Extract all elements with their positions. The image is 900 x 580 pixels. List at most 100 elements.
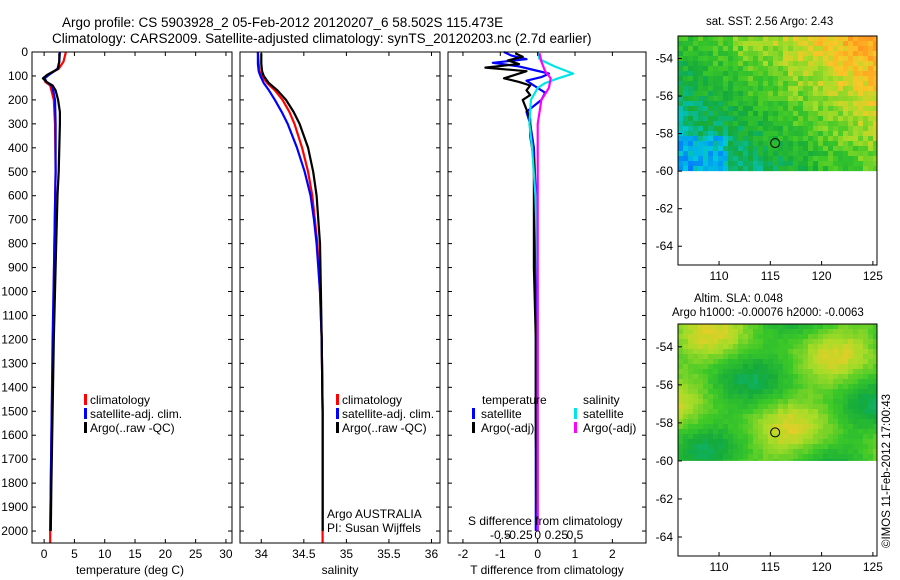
heatmap-cell <box>838 106 843 111</box>
heatmap-cell <box>753 419 758 424</box>
heatmap-cell <box>843 46 848 51</box>
heatmap-cell <box>703 439 708 444</box>
heatmap-cell <box>718 76 723 81</box>
y-tick-label: 100 <box>8 69 28 83</box>
heatmap-cell <box>703 364 708 369</box>
heatmap-cell <box>783 384 788 389</box>
heatmap-cell <box>773 36 778 41</box>
heatmap-cell <box>873 449 877 454</box>
heatmap-cell <box>718 364 723 369</box>
heatmap-cell <box>738 126 743 131</box>
heatmap-cell <box>738 161 743 166</box>
heatmap-cell <box>808 51 813 56</box>
heatmap-cell <box>708 329 713 334</box>
heatmap-cell <box>713 444 718 449</box>
heatmap-cell <box>868 71 873 76</box>
heatmap-cell <box>723 379 728 384</box>
heatmap-cell <box>868 409 873 414</box>
heatmap-cell <box>738 354 743 359</box>
heatmap-cell <box>813 414 818 419</box>
temperature-legend: climatology satellite-adj. clim. Argo(..… <box>84 393 182 435</box>
heatmap-cell <box>688 394 693 399</box>
heatmap-cell <box>818 399 823 404</box>
heatmap-cell <box>808 91 813 96</box>
heatmap-cell <box>783 91 788 96</box>
heatmap-cell <box>868 161 873 166</box>
y-tick-label: 2000 <box>1 524 28 538</box>
heatmap-cell <box>788 101 793 106</box>
heatmap-cell <box>848 329 853 334</box>
heatmap-cell <box>858 46 863 51</box>
heatmap-cell <box>853 419 858 424</box>
heatmap-cell <box>693 429 698 434</box>
heatmap-cell <box>713 384 718 389</box>
heatmap-cell <box>788 344 793 349</box>
heatmap-cell <box>863 339 868 344</box>
heatmap-cell <box>848 61 853 66</box>
heatmap-cell <box>718 419 723 424</box>
heatmap-cell <box>693 459 698 461</box>
heatmap-cell <box>708 334 713 339</box>
heatmap-cell <box>843 36 848 41</box>
heatmap-cell <box>738 419 743 424</box>
heatmap-cell <box>763 434 768 439</box>
heatmap-cell <box>813 449 818 454</box>
heatmap-cell <box>703 76 708 81</box>
heatmap-cell <box>683 106 688 111</box>
heatmap-cell <box>713 111 718 116</box>
heatmap-cell <box>698 86 703 91</box>
heatmap-cell <box>788 51 793 56</box>
heatmap-cell <box>793 399 798 404</box>
heatmap-cell <box>783 46 788 51</box>
heatmap-cell <box>853 126 858 131</box>
heatmap-cell <box>738 91 743 96</box>
heatmap-cell <box>823 111 828 116</box>
legend-title-temperature: temperature <box>482 393 547 407</box>
heatmap-cell <box>758 86 763 91</box>
heatmap-cell <box>698 96 703 101</box>
heatmap-cell <box>823 81 828 86</box>
heatmap-cell <box>788 354 793 359</box>
heatmap-cell <box>728 36 733 41</box>
heatmap-cell <box>733 116 738 121</box>
heatmap-cell <box>858 106 863 111</box>
heatmap-cell <box>843 339 848 344</box>
heatmap-cell <box>828 141 833 146</box>
heatmap-cell <box>873 106 877 111</box>
heatmap-cell <box>758 41 763 46</box>
heatmap-cell <box>693 126 698 131</box>
heatmap-cell <box>843 66 848 71</box>
heatmap-cell <box>838 359 843 364</box>
heatmap-cell <box>863 101 868 106</box>
heatmap-cell <box>733 56 738 61</box>
heatmap-cell <box>833 439 838 444</box>
heatmap-cell <box>753 344 758 349</box>
heatmap-cell <box>823 156 828 161</box>
heatmap-cell <box>783 359 788 364</box>
heatmap-cell <box>708 111 713 116</box>
series-line-satellite-adj-clim- <box>256 52 324 531</box>
heatmap-cell <box>703 91 708 96</box>
heatmap-cell <box>693 121 698 126</box>
heatmap-cell <box>848 349 853 354</box>
heatmap-cell <box>778 409 783 414</box>
heatmap-cell <box>768 354 773 359</box>
heatmap-cell <box>858 41 863 46</box>
heatmap-cell <box>803 364 808 369</box>
heatmap-cell <box>693 81 698 86</box>
heatmap-cell <box>838 91 843 96</box>
heatmap-cell <box>793 106 798 111</box>
heatmap-cell <box>713 36 718 41</box>
heatmap-cell <box>788 389 793 394</box>
legend-label-climatology: climatology <box>342 393 402 407</box>
heatmap-cell <box>768 359 773 364</box>
heatmap-cell <box>783 424 788 429</box>
heatmap-cell <box>778 91 783 96</box>
heatmap-cell <box>808 76 813 81</box>
heatmap-cell <box>688 86 693 91</box>
heatmap-cell <box>823 414 828 419</box>
heatmap-cell <box>873 339 877 344</box>
heatmap-cells <box>678 324 877 461</box>
heatmap-cell <box>768 91 773 96</box>
heatmap-cell <box>848 166 853 171</box>
